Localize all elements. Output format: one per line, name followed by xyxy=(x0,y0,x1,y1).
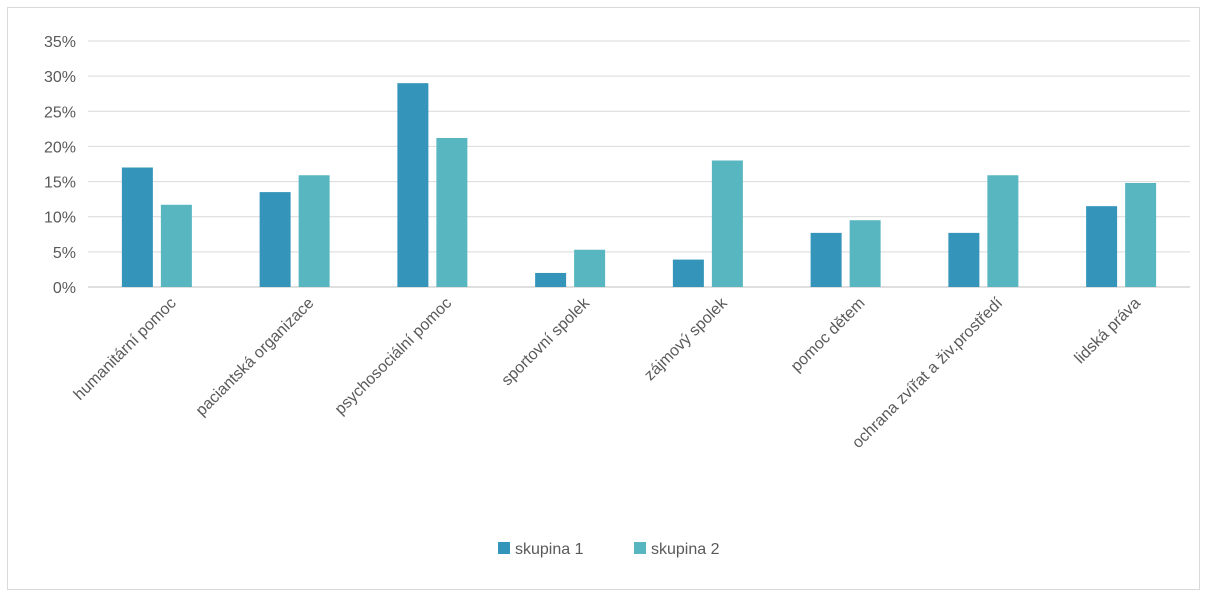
bar-series-1 xyxy=(397,83,429,288)
chart-frame xyxy=(7,7,1200,590)
bar-series-2 xyxy=(711,160,743,287)
x-category-label: lidská práva xyxy=(1072,295,1144,367)
y-axis-tick-labels: 0% 5% 10% 15% 20% 25% 30% 35% xyxy=(44,34,76,297)
bar-series-1 xyxy=(672,259,704,287)
bar-series-2 xyxy=(1125,182,1157,287)
bar-series-1 xyxy=(259,192,291,287)
legend-swatch xyxy=(634,542,646,554)
legend-label: skupina 1 xyxy=(515,541,584,558)
y-tick-label: 0% xyxy=(53,280,76,297)
bar-series-2 xyxy=(298,175,330,287)
y-tick-label: 25% xyxy=(44,104,76,121)
y-tick-label: 20% xyxy=(44,139,76,156)
y-tick-label: 35% xyxy=(44,34,76,51)
bar-series-2 xyxy=(987,175,1019,287)
x-category-label: ochrana zvířat a živ.prostředí xyxy=(849,294,1006,451)
y-tick-label: 30% xyxy=(44,69,76,86)
bars xyxy=(121,83,1157,288)
x-category-label: psychosociální pomoc xyxy=(332,295,455,418)
legend-swatch xyxy=(498,542,510,554)
x-category-label: zájmový spolek xyxy=(641,294,731,384)
bar-series-2 xyxy=(849,220,881,287)
bar-series-1 xyxy=(1086,206,1118,287)
x-category-label: humanitární pomoc xyxy=(71,295,180,404)
gridlines xyxy=(88,40,1190,288)
x-category-label: paciantská organizace xyxy=(193,295,318,420)
x-category-label: pomoc dětem xyxy=(788,295,869,376)
legend: skupina 1 skupina 2 xyxy=(498,541,720,558)
bar-series-1 xyxy=(810,232,842,287)
bar-series-2 xyxy=(574,249,606,287)
bar-series-1 xyxy=(535,272,567,287)
bar-series-2 xyxy=(436,137,468,287)
y-tick-label: 5% xyxy=(53,245,76,262)
x-axis-category-labels: humanitární pomoc paciantská organizace ps… xyxy=(71,294,1144,452)
bar-series-1 xyxy=(121,167,153,287)
y-tick-label: 15% xyxy=(44,175,76,192)
y-tick-label: 10% xyxy=(44,210,76,227)
legend-label: skupina 2 xyxy=(651,541,720,558)
bar-series-1 xyxy=(948,232,980,287)
bar-series-2 xyxy=(160,204,192,287)
x-category-label: sportovní spolek xyxy=(499,294,594,389)
